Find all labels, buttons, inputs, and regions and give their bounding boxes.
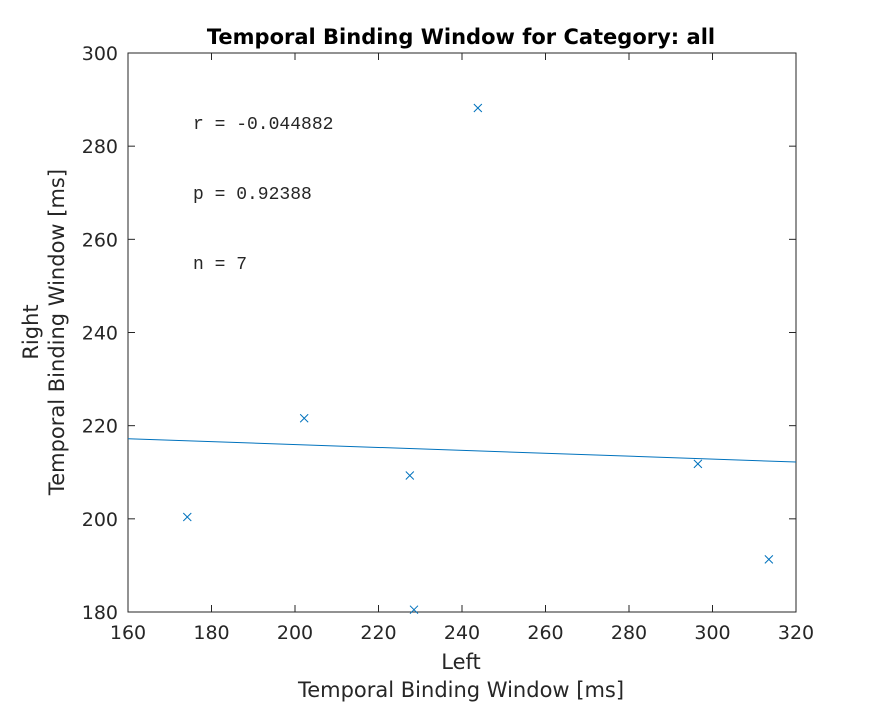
data-point: [693, 459, 703, 469]
y-tick-label: 200: [82, 509, 118, 531]
data-point: [764, 555, 774, 564]
y-tick-label: 220: [82, 416, 118, 438]
y-axis-ticks: 180 200 220 240 260 280 300: [82, 43, 796, 624]
x-tick-label: 200: [277, 622, 313, 644]
x-tick-label: 320: [778, 622, 814, 644]
x-tick-label: 220: [360, 622, 396, 644]
axes-box: [127, 52, 797, 613]
data-point: [405, 471, 415, 480]
data-point: [473, 103, 483, 113]
x-axis-label-line2: Temporal Binding Window [ms]: [297, 678, 624, 702]
y-tick-label: 180: [82, 602, 118, 624]
data-points: [182, 103, 774, 615]
regression-line: [127, 438, 797, 463]
y-axis-label-line2: Temporal Binding Window [ms]: [45, 169, 69, 496]
x-tick-label: 180: [193, 622, 229, 644]
annotation-n: n = 7: [193, 255, 247, 275]
annotation-r: r = -0.044882: [193, 115, 333, 135]
data-point: [299, 413, 309, 423]
annotation-p: p = 0.92388: [193, 185, 312, 205]
x-tick-label: 240: [444, 622, 480, 644]
data-point: [182, 512, 192, 522]
y-tick-label: 240: [82, 323, 118, 345]
x-axis-label-line1: Left: [441, 650, 481, 674]
x-tick-label: 160: [110, 622, 146, 644]
x-tick-label: 280: [611, 622, 647, 644]
x-tick-label: 300: [694, 622, 730, 644]
y-tick-label: 260: [82, 229, 118, 251]
y-tick-label: 280: [82, 136, 118, 158]
y-tick-label: 300: [82, 43, 118, 65]
data-point: [409, 605, 419, 615]
y-axis-label-line1: Right: [19, 304, 43, 359]
x-tick-label: 260: [527, 622, 563, 644]
x-axis-ticks: 160 180 200 220 240 260 280 300 320: [110, 53, 814, 644]
chart-title: Temporal Binding Window for Category: al…: [207, 25, 715, 49]
